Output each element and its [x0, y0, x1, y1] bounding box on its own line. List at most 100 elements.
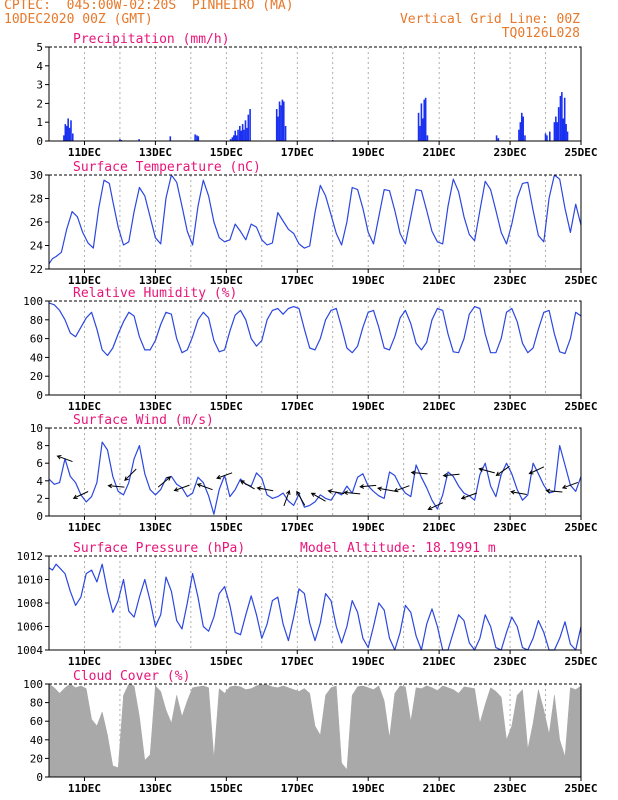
precip-ytick-label: 0	[36, 135, 43, 148]
precip-bar	[559, 95, 562, 141]
wind-vector-arrow	[157, 476, 172, 488]
wind-vector-arrow	[410, 470, 428, 476]
precip-bar	[194, 134, 196, 141]
precip-ytick-label: 4	[36, 60, 43, 73]
precip-bar	[518, 129, 520, 141]
precip-bar	[241, 124, 244, 141]
precip-bar	[544, 133, 547, 141]
temp-frame	[48, 174, 582, 270]
pressure-title: Surface Pressure (hPa)	[73, 541, 245, 556]
pressure-ytick-label: 1012	[17, 550, 44, 563]
temp-series-line	[48, 174, 582, 265]
precip-bar	[566, 131, 569, 141]
precip-bar	[246, 127, 248, 141]
cloud-ytick-label: 20	[30, 752, 43, 765]
precip-ytick-label: 5	[36, 41, 43, 54]
wind-xtick-label: 23DEC	[494, 521, 527, 534]
precip-bar	[229, 139, 232, 141]
precip-ytick-label: 3	[36, 79, 43, 92]
cloud-xtick-label: 19DEC	[352, 782, 385, 795]
precip-bar	[281, 99, 284, 141]
precip-xtick-label: 13DEC	[139, 146, 172, 159]
precip-bar	[169, 136, 172, 141]
model-id: TQ0126L028	[501, 26, 580, 41]
wind-ytick-label: 10	[30, 422, 43, 435]
wind-vector-arrow	[460, 492, 477, 500]
precip-xtick-label: 23DEC	[494, 146, 527, 159]
precip-bar	[561, 92, 563, 141]
wind-vector-arrow	[545, 488, 563, 494]
cloud-ytick-label: 80	[30, 697, 43, 710]
wind-vector-arrow	[124, 468, 137, 482]
precip-bar	[420, 103, 423, 141]
precip-bar	[522, 116, 524, 141]
temp-ytick-label: 28	[30, 193, 43, 206]
precip-bar	[239, 125, 241, 141]
precip-bar	[422, 118, 424, 141]
precip-bar	[284, 125, 287, 141]
station-title: CPTEC: 045:00W-02:20S PINHEIRO (MA)	[4, 0, 294, 13]
cloud-xtick-label: 23DEC	[494, 782, 527, 795]
precip-bar	[546, 135, 548, 141]
wind-vector-arrow	[393, 485, 410, 493]
precip-bar	[237, 129, 239, 141]
wind-panel: 0 2 4 6 8 10 11DEC 13DEC 15DEC 17DEC 19DEC 21DEC 23D…	[30, 413, 598, 534]
precip-bar	[244, 120, 247, 141]
wind-vector-arrow	[216, 472, 233, 480]
precip-bar	[557, 107, 560, 141]
humidity-frame	[48, 300, 582, 396]
precip-ytick-label: 2	[36, 97, 43, 110]
precip-bar	[67, 118, 69, 141]
humidity-xtick-label: 11DEC	[68, 400, 101, 413]
cloud-ytick-label: 100	[23, 678, 43, 691]
temp-title: Surface Temperature (nC)	[73, 160, 261, 175]
precip-bar	[423, 99, 426, 141]
wind-vector-arrow	[56, 454, 73, 463]
pressure-ytick-label: 1004	[17, 644, 44, 657]
pressure-xtick-label: 13DEC	[139, 655, 172, 668]
wind-xtick-label: 15DEC	[210, 521, 243, 534]
precip-bar	[555, 116, 557, 141]
precip-panel: 0 1 2 3 4 5 11DEC 13DEC 15DEC 17DEC 19DEC 21DEC 23DE…	[36, 32, 597, 159]
temp-xtick-label: 25DEC	[564, 274, 597, 287]
wind-ytick-label: 4	[36, 475, 43, 488]
humidity-ytick-label: 100	[23, 295, 43, 308]
wind-ytick-label: 2	[36, 492, 43, 505]
precip-bar	[424, 97, 427, 141]
precip-bar	[563, 97, 566, 141]
humidity-title: Relative Humidity (%)	[73, 286, 237, 301]
wind-vector-arrow	[296, 490, 306, 506]
temp-ytick-label: 24	[30, 240, 44, 253]
wind-xtick-label: 11DEC	[68, 521, 101, 534]
wind-vector-arrow	[478, 467, 495, 474]
wind-vector-arrow	[327, 489, 345, 495]
wind-vector-arrow	[107, 483, 125, 489]
cloud-xtick-label: 17DEC	[281, 782, 314, 795]
wind-vector-arrow	[72, 491, 89, 500]
precip-bar	[282, 101, 285, 141]
pressure-xtick-label: 25DEC	[564, 655, 597, 668]
humidity-xtick-label: 17DEC	[281, 400, 314, 413]
wind-ytick-label: 0	[36, 510, 43, 523]
humidity-ytick-label: 60	[30, 333, 43, 346]
humidity-ytick-label: 80	[30, 314, 43, 327]
wind-vector-arrow	[343, 490, 361, 496]
cloud-xtick-label: 13DEC	[139, 782, 172, 795]
humidity-series-line	[48, 302, 582, 357]
wind-vector-arrow	[528, 466, 545, 475]
precip-bar	[524, 135, 526, 141]
precip-bar	[519, 122, 522, 141]
precip-bar	[417, 112, 420, 141]
precip-bar	[520, 112, 523, 141]
precip-bar	[426, 135, 429, 141]
cloud-ytick-label: 40	[30, 734, 43, 747]
precip-bar	[71, 133, 74, 141]
pressure-ytick-label: 1010	[17, 574, 44, 587]
precip-bar	[68, 127, 71, 141]
grid-line-note: Vertical Grid Line: 00Z	[399, 12, 580, 27]
wind-vector-arrow	[377, 486, 394, 492]
pressure-series-line	[48, 563, 582, 651]
precip-xtick-label: 21DEC	[423, 146, 456, 159]
wind-xtick-label: 17DEC	[281, 521, 314, 534]
